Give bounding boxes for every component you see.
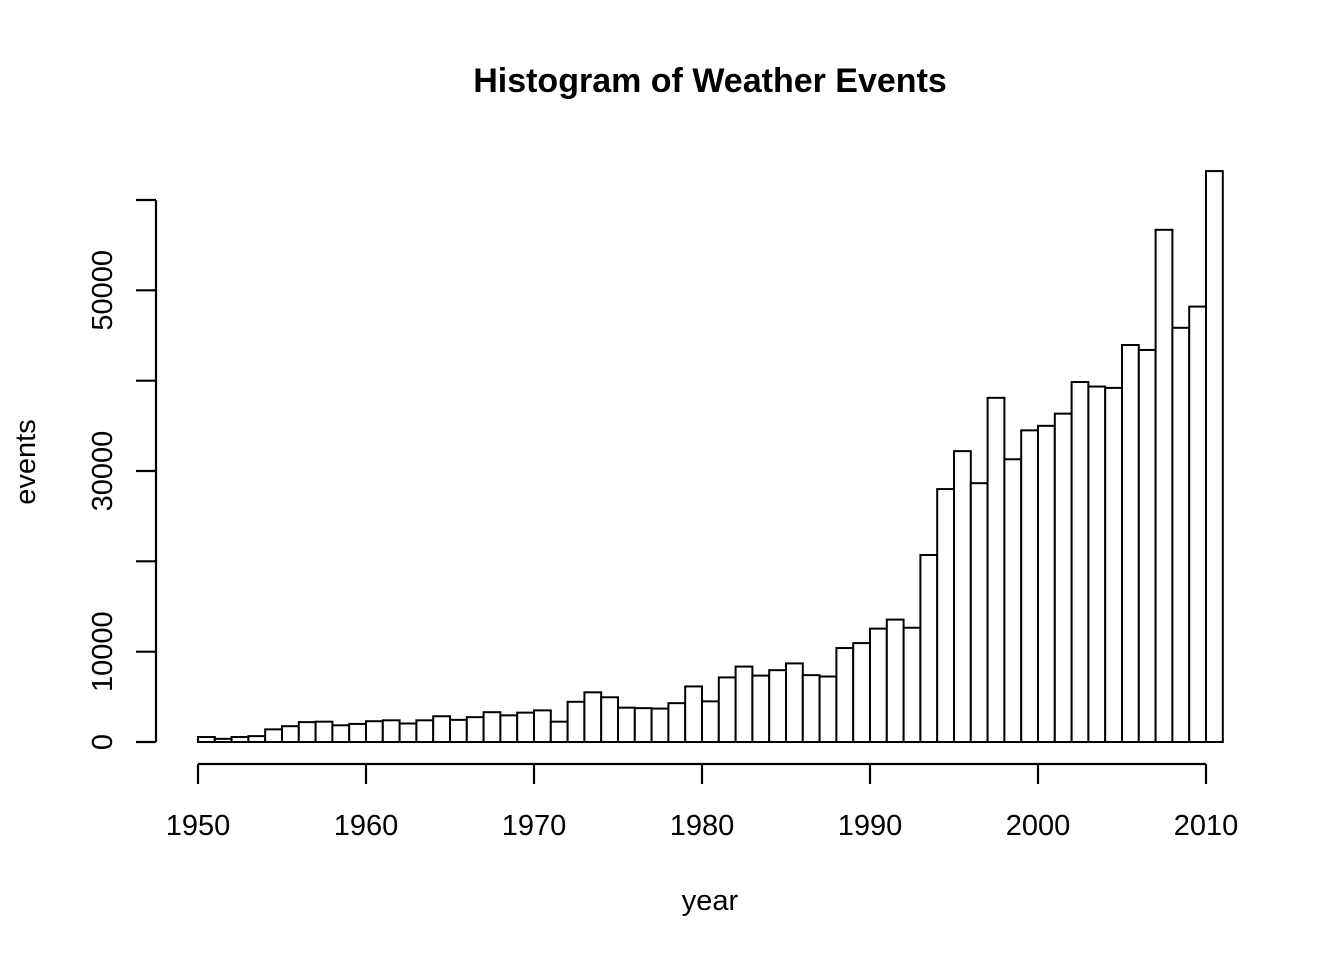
histogram-bar: [1003, 458, 1023, 743]
histogram-bar: [751, 674, 771, 743]
histogram-bar: [701, 700, 720, 743]
bars-group: [197, 170, 1224, 744]
histogram-bar: [230, 736, 250, 744]
histogram-bar: [734, 665, 754, 744]
x-tick-label: 1980: [670, 810, 735, 842]
histogram-bar: [1205, 170, 1224, 743]
histogram-bar: [549, 720, 569, 743]
histogram-bar: [1104, 386, 1123, 743]
histogram-bar: [835, 647, 855, 743]
histogram-bar: [600, 696, 620, 744]
histogram-bar: [348, 722, 368, 743]
histogram-bar: [684, 685, 704, 744]
x-tick-label: 1970: [502, 810, 567, 842]
histogram-bar: [869, 627, 888, 744]
histogram-bar: [617, 706, 636, 743]
histogram-bar: [499, 714, 519, 743]
histogram-bar: [297, 721, 317, 744]
histogram-bar: [516, 711, 536, 744]
histogram-bar: [852, 642, 872, 744]
histogram-bar: [1053, 412, 1073, 743]
histogram-bar: [969, 482, 989, 743]
x-axis-label: year: [682, 885, 739, 917]
y-axis: 0 10000 30000 50000: [87, 198, 158, 750]
histogram-bar: [902, 626, 922, 743]
histogram-bar: [1070, 381, 1090, 743]
histogram-bar: [583, 691, 603, 744]
histogram-bar: [415, 719, 435, 744]
y-tick-label: 0: [87, 734, 119, 750]
histogram-bar: [1154, 228, 1174, 743]
histogram-bar: [633, 707, 653, 744]
histogram-bar: [768, 669, 788, 743]
histogram-bar: [1037, 424, 1056, 743]
histogram-bar: [365, 720, 384, 743]
histogram-bar: [1087, 385, 1107, 743]
y-tick-label: 50000: [87, 250, 119, 331]
y-tick-label: 10000: [87, 611, 119, 692]
histogram-bar: [1188, 305, 1207, 743]
histogram-bar: [1137, 348, 1157, 743]
histogram-bar: [398, 722, 418, 743]
histogram-bar: [465, 716, 485, 743]
histogram-bar: [650, 707, 670, 744]
x-tick-label: 2000: [1006, 810, 1071, 842]
histogram-bar: [1121, 343, 1140, 743]
histogram-bar: [197, 736, 216, 744]
x-tick-label: 2010: [1174, 810, 1239, 842]
histogram-bar: [1020, 429, 1040, 743]
histogram-bar: [381, 719, 401, 744]
histogram-bar: [281, 725, 300, 744]
histogram-bar: [717, 676, 737, 743]
histogram-bar: [785, 662, 804, 743]
x-axis: 1950 1960 1970 1980 1990 2000 2010: [166, 762, 1239, 842]
x-tick-label: 1960: [334, 810, 399, 842]
histogram-bar: [885, 618, 905, 743]
y-axis-label: events: [10, 419, 42, 504]
histogram-bar: [314, 720, 334, 743]
histogram-bar: [449, 718, 468, 743]
histogram-bar: [1171, 326, 1191, 743]
histogram-bar: [213, 737, 233, 744]
histogram-bar: [432, 715, 452, 743]
histogram-bar: [986, 396, 1006, 743]
histogram-bar: [331, 724, 351, 743]
x-tick-label: 1990: [838, 810, 903, 842]
chart-title: Histogram of Weather Events: [473, 62, 947, 100]
histogram-bar: [264, 728, 284, 743]
histogram-bar: [953, 450, 972, 743]
histogram-bar: [667, 702, 687, 743]
histogram-bar: [919, 554, 939, 744]
histogram-bar: [533, 709, 552, 744]
y-tick-label: 30000: [87, 431, 119, 512]
histogram-bar: [566, 700, 586, 743]
histogram-bar: [936, 488, 956, 743]
histogram-bar: [801, 674, 821, 744]
x-tick-label: 1950: [166, 810, 231, 842]
histogram-bar: [482, 711, 502, 744]
histogram-bar: [247, 735, 267, 744]
histogram-bar: [818, 675, 838, 744]
